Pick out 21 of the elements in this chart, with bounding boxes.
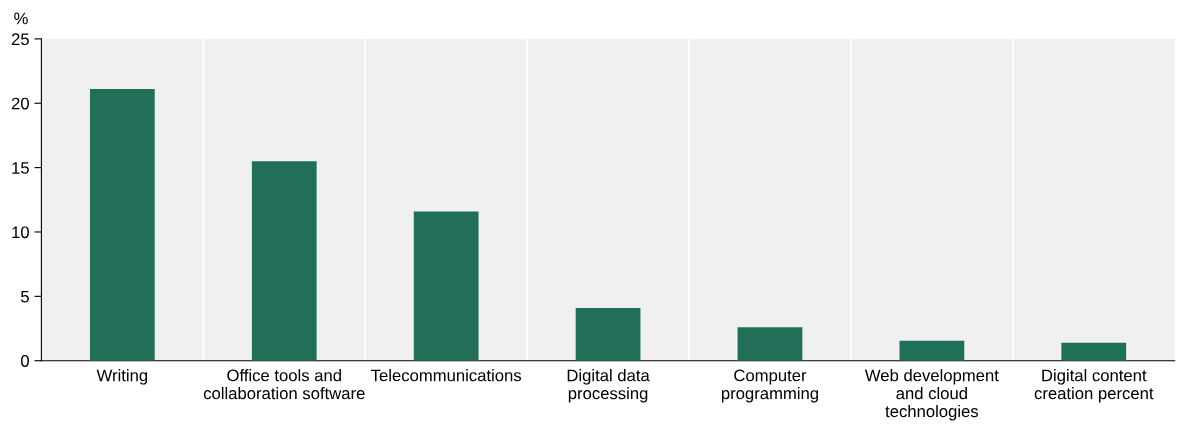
bar (413, 211, 479, 361)
bar (899, 340, 965, 361)
bar (575, 307, 641, 361)
y-tick-label: 25 (11, 33, 29, 46)
x-tick-label: Office tools and collaboration software (203, 369, 365, 400)
y-tick-label: 20 (11, 97, 29, 110)
y-tick-label: 0 (20, 355, 29, 367)
bar (1061, 342, 1127, 361)
x-tick-label: Writing (96, 369, 148, 385)
x-tick-label: Web development and cloud technologies (864, 369, 999, 421)
bar (251, 161, 317, 361)
x-tick-label: Telecommunications (371, 369, 522, 382)
x-tick-label: Digital data processing (567, 369, 650, 403)
bar (737, 327, 803, 361)
y-axis-title: % (14, 12, 28, 25)
x-tick-label: Computer programming (721, 369, 818, 403)
y-tick-label: 15 (12, 162, 29, 174)
x-tick-label: Digital content creation percent (1034, 369, 1154, 403)
y-tick-label: 10 (12, 226, 29, 239)
y-tick-label: 5 (21, 290, 29, 303)
bar (89, 89, 155, 361)
